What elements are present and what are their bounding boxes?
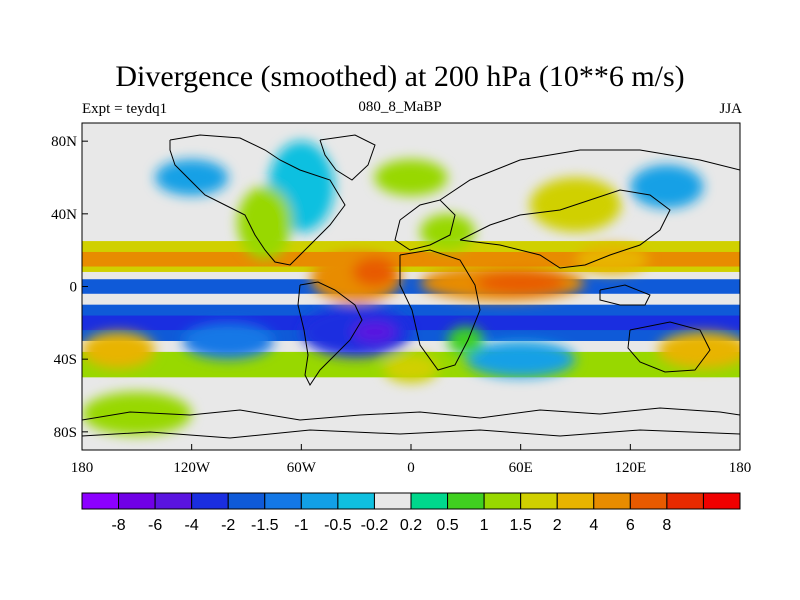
colorbar-label: -1 — [294, 517, 308, 534]
colorbar-label: 0.2 — [400, 517, 422, 534]
x-tick-label: 0 — [407, 460, 415, 476]
colorbar-swatch — [520, 492, 558, 510]
coastlines — [82, 134, 740, 439]
colorbar-swatch — [300, 492, 339, 510]
divergence-field — [82, 123, 740, 450]
divergence-cell — [155, 159, 229, 196]
colorbar-label: 8 — [662, 517, 671, 534]
colorbar-label: 0.5 — [436, 517, 458, 534]
experiment-label: Expt = teydq1 — [82, 101, 168, 117]
axis-ticks: 180 120W 60W 0 60E 120E 180 80N 40N 0 40S 80S — [51, 134, 751, 476]
colorbar-label: 1 — [480, 517, 489, 534]
x-tick-label: 60E — [509, 460, 533, 476]
colorbar-swatch — [227, 492, 266, 510]
x-tick-label: 180 — [729, 460, 752, 476]
colorbar-swatch — [666, 492, 704, 510]
colorbar-label: -1.5 — [251, 517, 279, 534]
divergence-cell — [82, 331, 156, 369]
map-title: Divergence (smoothed) at 200 hPa (10**6 … — [115, 60, 685, 93]
colorbar-label: -4 — [185, 517, 199, 534]
divergence-cell — [352, 257, 397, 287]
x-tick-label: 120E — [614, 460, 646, 476]
divergence-cell — [474, 271, 567, 294]
divergence-cell — [447, 326, 485, 356]
case-label: 080_8_MaBP — [358, 99, 442, 115]
colorbar-swatch — [337, 492, 375, 510]
divergence-cell — [465, 341, 576, 378]
divergence-cell — [237, 186, 293, 260]
colorbar-label: 6 — [626, 517, 635, 534]
divergence-cell — [420, 213, 475, 251]
colorbar-swatch — [702, 492, 741, 510]
x-tick-label: 60W — [287, 460, 317, 476]
colorbar-swatch — [483, 492, 522, 510]
season-label: JJA — [719, 101, 742, 117]
divergence-cell — [383, 353, 439, 383]
colorbar-swatch — [410, 492, 449, 510]
divergence-cell — [182, 322, 274, 360]
colorbar-swatch — [191, 492, 229, 510]
colorbar-swatch — [154, 492, 193, 510]
colorbar-label: -0.5 — [324, 517, 352, 534]
y-tick-label: 0 — [70, 280, 78, 296]
divergence-cell — [374, 159, 448, 196]
colorbar-swatch — [629, 492, 668, 510]
colorbar-label: 2 — [553, 517, 562, 534]
colorbar-label: -2 — [221, 517, 235, 534]
colorbar-swatch — [373, 492, 412, 510]
divergence-cell — [575, 244, 649, 274]
divergence-cell — [657, 331, 740, 369]
zonal-band — [82, 251, 740, 267]
divergence-cell — [82, 391, 192, 436]
divergence-features — [82, 141, 740, 436]
divergence-cell — [352, 321, 397, 343]
colorbar-label: 4 — [589, 517, 598, 534]
colorbar: -8 -6 -4 -2 -1.5 -1 -0.5 -0.2 0.2 0.5 1 1.5 2 4 6 8 — [81, 492, 741, 534]
divergence-cell — [630, 164, 704, 209]
colorbar-label: -8 — [111, 517, 125, 534]
y-tick-label: 40N — [51, 207, 77, 223]
y-tick-label: 40S — [54, 352, 77, 368]
colorbar-label: -0.2 — [361, 517, 389, 534]
y-tick-label: 80S — [54, 425, 77, 441]
colorbar-swatch — [118, 492, 156, 510]
colorbar-swatch — [556, 492, 595, 510]
colorbar-swatch — [81, 492, 120, 510]
x-tick-label: 180 — [71, 460, 94, 476]
colorbar-label: -6 — [148, 517, 162, 534]
y-tick-label: 80N — [51, 134, 77, 150]
x-tick-label: 120W — [173, 460, 211, 476]
colorbar-swatch — [264, 492, 302, 510]
colorbar-label: 1.5 — [510, 517, 532, 534]
colorbar-swatch — [447, 492, 485, 510]
colorbar-swatch — [593, 492, 631, 510]
